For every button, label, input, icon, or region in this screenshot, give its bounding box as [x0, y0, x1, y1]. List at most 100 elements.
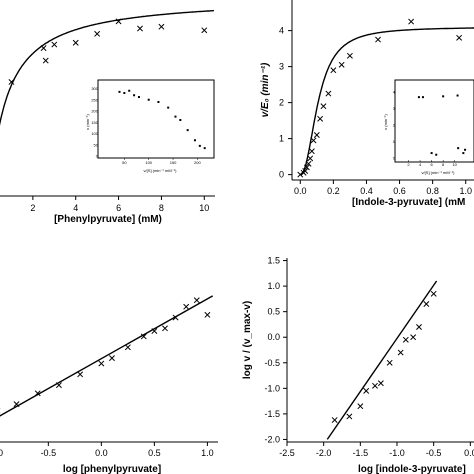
tr-x-tick-label: 0.6: [393, 186, 406, 196]
br-y-tick-label: -1.5: [264, 409, 280, 419]
tr-data-point: [307, 155, 314, 162]
tr-data-point: [456, 34, 463, 41]
tl-inset-data-point: [186, 129, 189, 132]
bl-x-tick-label: -0.5: [41, 448, 57, 458]
tr-data-point: [325, 90, 332, 97]
tl-inset-data-point: [157, 101, 160, 103]
tl-inset-x-tick-label: 50: [122, 160, 127, 165]
tr-inset-y-title: v (min⁻¹): [383, 114, 388, 130]
br-y-tick-label: 0.5: [267, 307, 280, 317]
tl-data-point: [72, 39, 79, 46]
tr-data-point: [308, 148, 315, 155]
tr-inset-data-point: [442, 95, 445, 98]
br-data-point: [423, 301, 430, 307]
tr-x-tick-label: 0.0: [294, 186, 307, 196]
bl-data-point: [98, 360, 105, 367]
tr-inset-y-tick-label: 0: [393, 156, 396, 161]
tr-data-point: [346, 52, 353, 59]
tr-x-tick-label: 0.4: [360, 186, 373, 196]
br-y-tick-label: -2.0: [264, 434, 280, 444]
br-y-tick-label: -0.5: [264, 358, 280, 368]
bl-x-axis-title: log [phenylpyruvate]: [63, 464, 161, 474]
tr-data-point: [338, 61, 345, 68]
tr-x-tick-label: 0.8: [426, 186, 439, 196]
tr-y-tick-label: 0: [279, 170, 284, 180]
bl-data-point: [183, 303, 190, 310]
tl-inset-data-point: [179, 119, 182, 121]
br-x-tick-label: -2.5: [279, 448, 295, 458]
bl-data-point: [77, 371, 84, 378]
tl-inset-data-point: [198, 144, 201, 147]
tr-data-point: [313, 132, 320, 138]
tr-fit-line: [300, 27, 474, 176]
bl-x-tick-label: -1.0: [0, 448, 3, 458]
tl-inset-y-tick-label: 250: [91, 97, 98, 102]
tl-inset-data-point: [193, 139, 196, 142]
bl-data-point: [162, 325, 168, 332]
tr-data-point: [320, 103, 327, 110]
tr-inset-x-title: v/[S] (min⁻¹ mM⁻¹): [422, 170, 456, 175]
br-data-point: [430, 290, 437, 297]
bl-x-tick-label: 1.0: [201, 448, 214, 458]
tr-y-tick-label: 1: [279, 134, 284, 144]
tl-x-tick-label: 10: [199, 203, 209, 213]
tl-x-tick-label: 6: [116, 203, 121, 213]
tr-data-point: [408, 18, 415, 25]
tr-x-axis-title: [Indole-3-pyruvate] (mM: [352, 197, 465, 208]
tr-inset-data-point: [421, 96, 424, 99]
tl-inset-data-point: [123, 92, 126, 94]
tl-inset-data-point: [137, 96, 140, 99]
br-data-point: [357, 403, 364, 410]
br-fit-line: [326, 280, 438, 440]
br-y-tick-label: 1.0: [267, 281, 280, 291]
bl-data-point: [108, 355, 115, 362]
tr-inset-y-tick-label: 3: [393, 106, 396, 111]
tl-x-tick-label: 4: [73, 203, 78, 213]
br-y-tick-label: -1.0: [264, 383, 280, 393]
tl-inset-data-point: [203, 147, 206, 150]
tl-inset-y-tick-label: 0: [96, 154, 99, 159]
tl-inset-y-tick-label: 150: [91, 120, 98, 125]
tr-x-tick-label: 1.0: [459, 186, 472, 196]
br-x-tick-label: -2.0: [316, 448, 332, 458]
tr-data-point: [330, 67, 337, 74]
tl-inset-data-point: [174, 115, 177, 118]
tl-inset-y-tick-label: 300: [91, 86, 98, 91]
tr-data-point: [317, 115, 324, 122]
tl-inset-y-tick-label: 200: [91, 109, 98, 114]
tl-inset-x-tick-label: 100: [145, 160, 152, 165]
tr-inset-data-point: [430, 152, 433, 155]
tl-inset-x-tick-label: 200: [194, 160, 201, 165]
tr-inset-x-tick-label: 4: [419, 162, 422, 167]
tl-data-point: [51, 41, 58, 48]
br-x-tick-label: -1.0: [389, 448, 405, 458]
br-y-axis-title: log v / (v_max-v): [242, 301, 253, 379]
tr-y-tick-label: 4: [279, 26, 284, 36]
tr-inset-data-point: [417, 96, 420, 99]
tl-inset-y-title: v (min⁻¹): [85, 114, 90, 130]
br-data-point: [410, 334, 417, 341]
tr-inset-y-tick-label: 4: [393, 90, 396, 95]
br-data-point: [363, 387, 370, 394]
tl-data-point: [137, 25, 143, 32]
br-data-point: [416, 324, 422, 330]
br-x-tick-label: -1.5: [353, 448, 369, 458]
tr-inset-data-point: [464, 148, 467, 151]
tl-data-point: [158, 23, 165, 30]
bl-data-point: [204, 311, 211, 318]
tr-y-axis-title: v/E₀ (min⁻¹): [260, 62, 271, 117]
br-data-point: [331, 417, 338, 423]
tl-inset-x-title: v/[S] (min⁻¹ mM⁻¹): [144, 168, 178, 173]
br-data-point: [402, 336, 409, 343]
tr-inset-data-point: [456, 94, 459, 97]
tl-x-tick-label: 2: [30, 203, 35, 213]
tr-data-point: [375, 36, 381, 43]
tl-x-tick-label: 8: [159, 203, 164, 213]
tl-data-point: [94, 30, 101, 37]
tr-inset-data-point: [457, 147, 460, 150]
tl-inset-data-point: [133, 94, 136, 97]
tl-inset-y-tick-label: 50: [94, 142, 99, 147]
tr-inset-y-tick-label: 2: [393, 123, 396, 128]
tl-inset-data-point: [128, 89, 131, 92]
